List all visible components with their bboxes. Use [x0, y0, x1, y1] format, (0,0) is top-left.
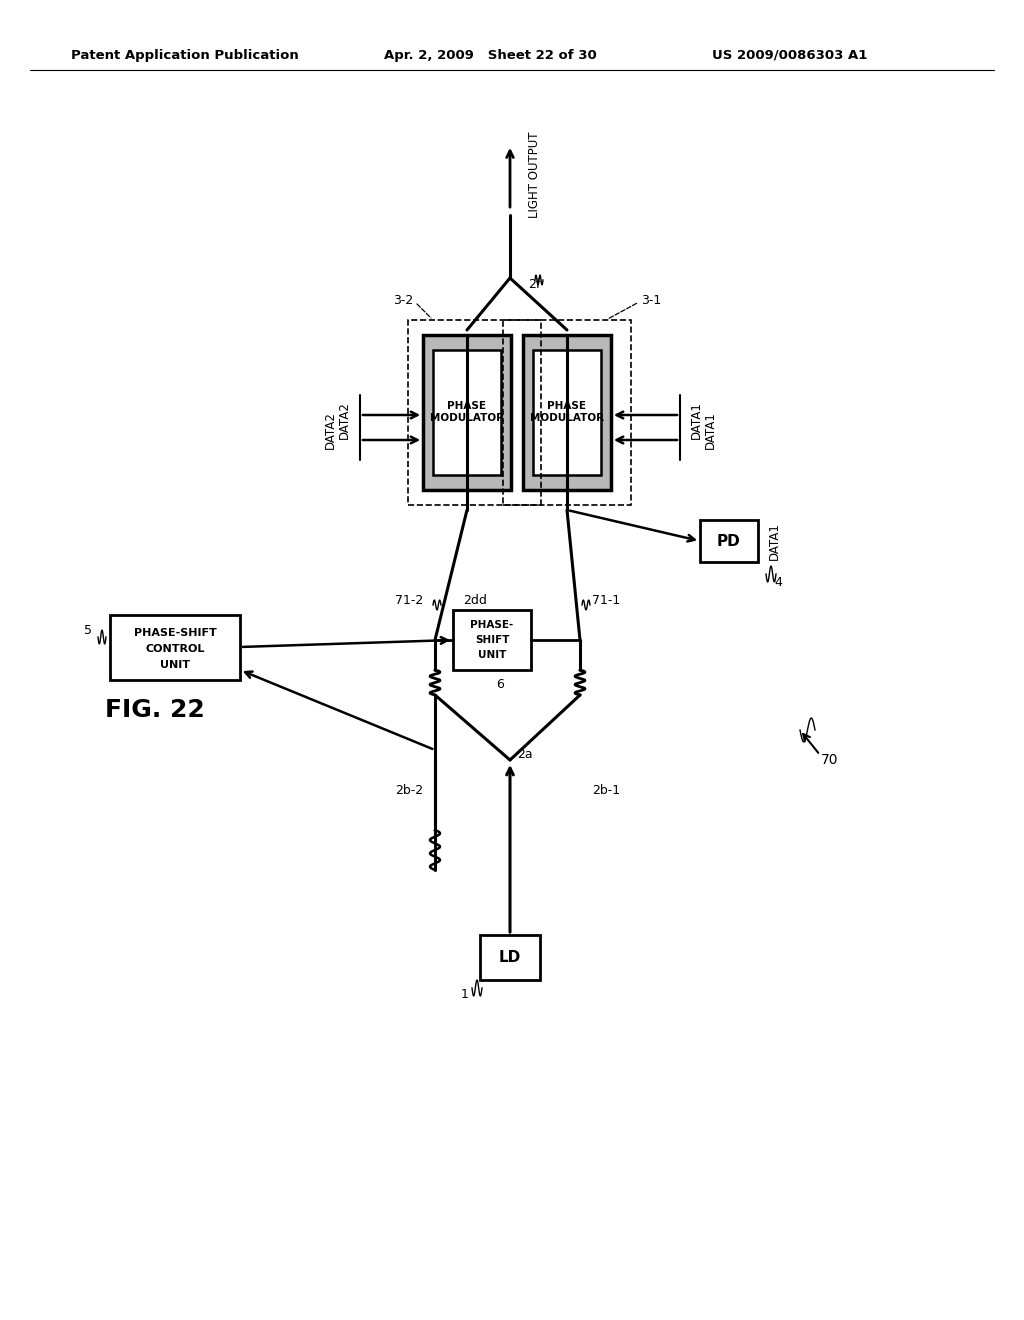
Text: FIG. 22: FIG. 22	[105, 698, 205, 722]
Bar	[534, 350, 601, 475]
Text: 5: 5	[84, 623, 92, 636]
Text: DATA2: DATA2	[338, 401, 350, 440]
Bar	[480, 935, 540, 979]
Text: PD: PD	[717, 533, 741, 549]
Text: PHASE
MODULATOR: PHASE MODULATOR	[430, 401, 504, 422]
Text: DATA2: DATA2	[324, 411, 337, 449]
Text: UNIT: UNIT	[160, 660, 190, 671]
Text: Patent Application Publication: Patent Application Publication	[71, 49, 299, 62]
Text: 3-2: 3-2	[393, 293, 413, 306]
Bar	[453, 610, 531, 671]
Text: PHASE
MODULATOR: PHASE MODULATOR	[530, 401, 604, 422]
Text: 2dd: 2dd	[463, 594, 487, 606]
Text: UNIT: UNIT	[478, 649, 506, 660]
Text: 6: 6	[496, 677, 504, 690]
Text: DATA1: DATA1	[689, 401, 702, 440]
Text: 2f: 2f	[528, 279, 541, 292]
Bar	[408, 319, 541, 506]
Text: US 2009/0086303 A1: US 2009/0086303 A1	[713, 49, 867, 62]
Text: 71-2: 71-2	[394, 594, 423, 606]
Text: 3-1: 3-1	[641, 293, 662, 306]
Text: PHASE-SHIFT: PHASE-SHIFT	[133, 628, 216, 638]
Text: PHASE-: PHASE-	[470, 620, 514, 630]
Text: 1: 1	[461, 989, 469, 1002]
Bar	[110, 615, 240, 680]
Text: 2b-2: 2b-2	[395, 784, 423, 796]
Bar	[423, 335, 511, 490]
Text: LD: LD	[499, 949, 521, 965]
Text: LIGHT OUTPUT: LIGHT OUTPUT	[528, 132, 541, 218]
Bar	[433, 350, 501, 475]
Text: 2b-1: 2b-1	[592, 784, 621, 796]
Text: 70: 70	[821, 752, 839, 767]
Text: Apr. 2, 2009   Sheet 22 of 30: Apr. 2, 2009 Sheet 22 of 30	[384, 49, 596, 62]
Text: DATA1: DATA1	[768, 523, 780, 560]
Text: SHIFT: SHIFT	[475, 635, 509, 645]
Bar	[700, 520, 758, 562]
Bar	[503, 319, 631, 506]
Text: 2a: 2a	[517, 748, 532, 762]
Text: CONTROL: CONTROL	[145, 644, 205, 653]
Text: 71-1: 71-1	[592, 594, 621, 606]
Text: 4: 4	[774, 576, 782, 589]
Bar	[523, 335, 611, 490]
Text: DATA1: DATA1	[703, 411, 717, 449]
